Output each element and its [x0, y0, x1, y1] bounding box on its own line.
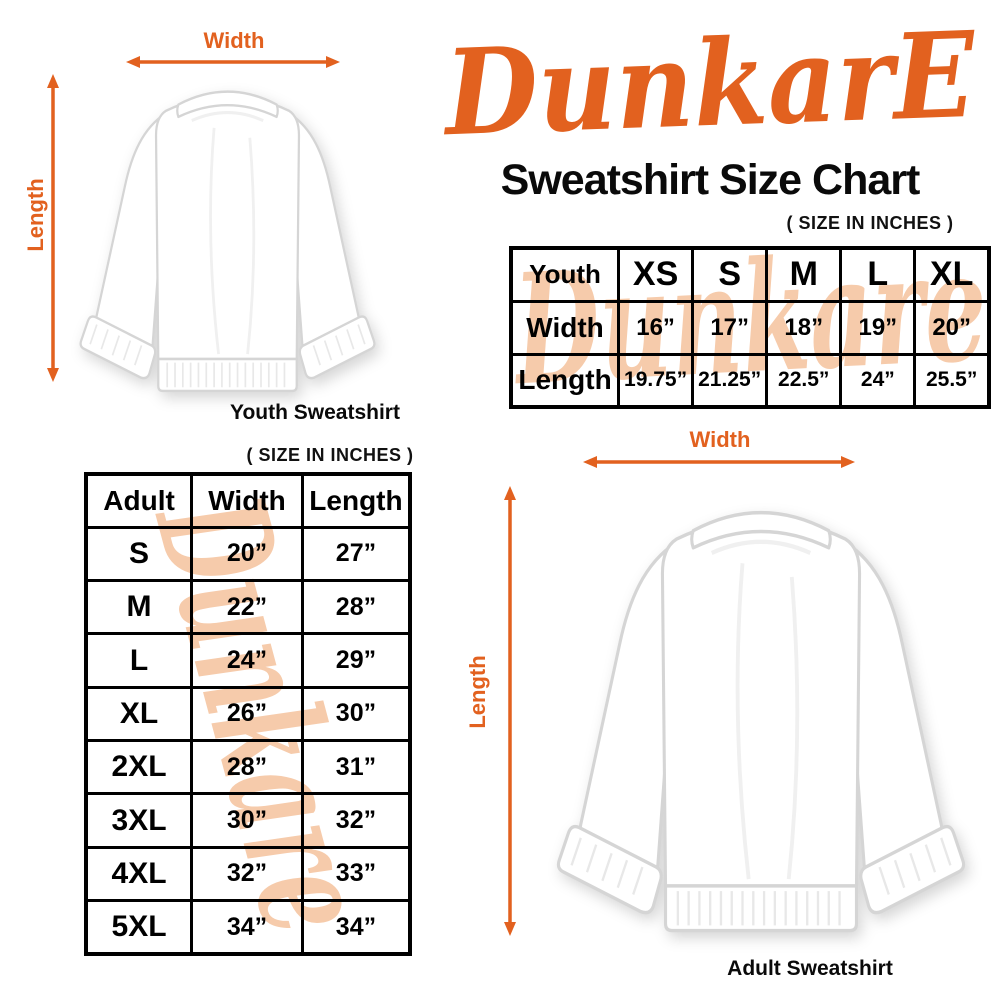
adult-header-length: Length — [300, 472, 412, 529]
youth-header-xl: XL — [913, 246, 991, 303]
youth-size-note: ( SIZE IN INCHES ) — [786, 213, 954, 233]
youth-header-row: Youth XS S M L XL — [509, 246, 991, 303]
adult-length-value: 31” — [300, 739, 412, 796]
youth-width-row: Width 16” 17” 18” 19” 20” — [509, 299, 991, 356]
adult-length-value: 29” — [300, 632, 412, 689]
youth-width-m: 18” — [765, 299, 843, 356]
adult-width-value: 22” — [190, 579, 304, 636]
adult-length-value: 30” — [300, 685, 412, 743]
youth-length-l: 24” — [839, 352, 917, 409]
youth-width-arrow — [126, 56, 340, 68]
adult-length-value: 27” — [300, 525, 412, 583]
adult-length-arrow — [504, 486, 516, 936]
adult-caption: Adult Sweatshirt — [727, 957, 893, 980]
page-title: Sweatshirt Size Chart — [500, 156, 921, 204]
youth-header-m: M — [765, 246, 843, 303]
adult-size-label: L — [84, 632, 194, 689]
adult-size-table: Adult Width Length S 20” 27” M 22” 28” L… — [84, 472, 412, 956]
youth-width-row-label: Width — [509, 299, 621, 356]
adult-width-arrow — [583, 456, 855, 468]
adult-row-m: M 22” 28” — [84, 579, 412, 636]
youth-length-xl: 25.5” — [913, 352, 991, 409]
youth-header-l: L — [839, 246, 917, 303]
adult-size-table-container: Adult Width Length S 20” 27” M 22” 28” L… — [84, 472, 412, 956]
adult-row-s: S 20” 27” — [84, 525, 412, 583]
youth-size-table: Youth XS S M L XL Width 16” 17” 18” 19” … — [509, 246, 991, 409]
adult-width-value: 20” — [190, 525, 304, 583]
adult-width-value: 32” — [190, 845, 304, 903]
adult-size-label: 3XL — [84, 792, 194, 849]
adult-size-note: ( SIZE IN INCHES ) — [246, 445, 414, 465]
youth-header-s: S — [691, 246, 769, 303]
dunkare-logo-text: DunkarE — [440, 10, 979, 160]
adult-size-label: S — [84, 525, 194, 583]
youth-length-arrow — [47, 74, 59, 382]
youth-length-xs: 19.75” — [617, 352, 695, 409]
youth-size-table-container: Youth XS S M L XL Width 16” 17” 18” 19” … — [509, 246, 991, 409]
youth-caption: Youth Sweatshirt — [230, 401, 400, 424]
youth-width-label: Width — [203, 28, 265, 53]
adult-row-xl: XL 26” 30” — [84, 685, 412, 743]
youth-length-s: 21.25” — [691, 352, 769, 409]
youth-width-s: 17” — [691, 299, 769, 356]
adult-sweatshirt-image — [530, 474, 992, 946]
adult-width-value: 30” — [190, 792, 304, 849]
adult-row-3xl: 3XL 30” 32” — [84, 792, 412, 849]
youth-width-l: 19” — [839, 299, 917, 356]
adult-width-value: 28” — [190, 739, 304, 796]
adult-width-label: Width — [689, 427, 751, 452]
adult-width-value: 26” — [190, 685, 304, 743]
youth-header-xs: XS — [617, 246, 695, 303]
adult-row-2xl: 2XL 28” 31” — [84, 739, 412, 796]
adult-row-l: L 24” 29” — [84, 632, 412, 689]
youth-sweatshirt-image — [60, 64, 395, 402]
youth-length-m: 22.5” — [765, 352, 843, 409]
adult-length-value: 28” — [300, 579, 412, 636]
adult-size-label: 5XL — [84, 899, 194, 956]
adult-size-label: 2XL — [84, 739, 194, 796]
youth-length-row-label: Length — [509, 352, 621, 409]
dunkare-logo: DunkarE — [440, 10, 979, 160]
adult-length-value: 34” — [300, 899, 412, 956]
adult-length-label: Length — [465, 655, 490, 729]
adult-header-width: Width — [190, 472, 304, 529]
youth-header-corner: Youth — [509, 246, 621, 303]
adult-width-value: 24” — [190, 632, 304, 689]
adult-header-corner: Adult — [84, 472, 194, 529]
adult-length-value: 33” — [300, 845, 412, 903]
adult-width-value: 34” — [190, 899, 304, 956]
adult-row-4xl: 4XL 32” 33” — [84, 845, 412, 903]
youth-width-xs: 16” — [617, 299, 695, 356]
adult-length-value: 32” — [300, 792, 412, 849]
youth-length-row: Length 19.75” 21.25” 22.5” 24” 25.5” — [509, 352, 991, 409]
adult-header-row: Adult Width Length — [84, 472, 412, 529]
youth-width-xl: 20” — [913, 299, 991, 356]
adult-size-label: M — [84, 579, 194, 636]
adult-size-label: 4XL — [84, 845, 194, 903]
adult-size-label: XL — [84, 685, 194, 743]
adult-row-5xl: 5XL 34” 34” — [84, 899, 412, 956]
